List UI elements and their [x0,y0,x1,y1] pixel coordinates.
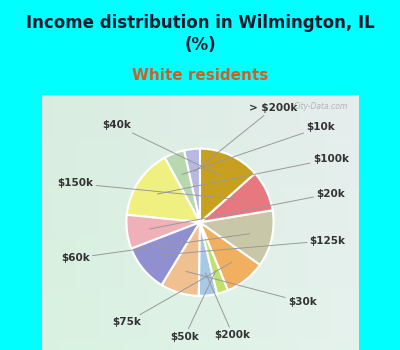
Text: $20k: $20k [149,189,345,229]
Text: > $200k: > $200k [194,103,298,172]
Wedge shape [126,215,200,248]
Wedge shape [127,158,200,222]
Wedge shape [200,222,260,290]
Text: City-Data.com: City-Data.com [294,102,348,111]
Wedge shape [200,210,274,265]
Text: $40k: $40k [102,120,221,176]
Text: $150k: $150k [57,178,246,200]
Wedge shape [162,222,200,296]
Wedge shape [131,222,200,285]
Text: $50k: $50k [170,271,216,342]
Text: $125k: $125k [161,236,346,255]
Wedge shape [200,222,228,294]
Text: $100k: $100k [158,154,349,194]
Wedge shape [200,173,272,222]
Wedge shape [184,149,200,222]
Wedge shape [199,222,217,296]
Text: Income distribution in Wilmington, IL
(%): Income distribution in Wilmington, IL (%… [26,14,374,54]
Text: White residents: White residents [132,68,268,83]
Text: $75k: $75k [112,262,232,327]
Wedge shape [200,149,255,222]
Text: $10k: $10k [182,122,335,174]
Text: $60k: $60k [61,234,250,263]
Wedge shape [165,150,200,222]
Text: $30k: $30k [186,271,316,307]
Text: $200k: $200k [206,273,251,340]
